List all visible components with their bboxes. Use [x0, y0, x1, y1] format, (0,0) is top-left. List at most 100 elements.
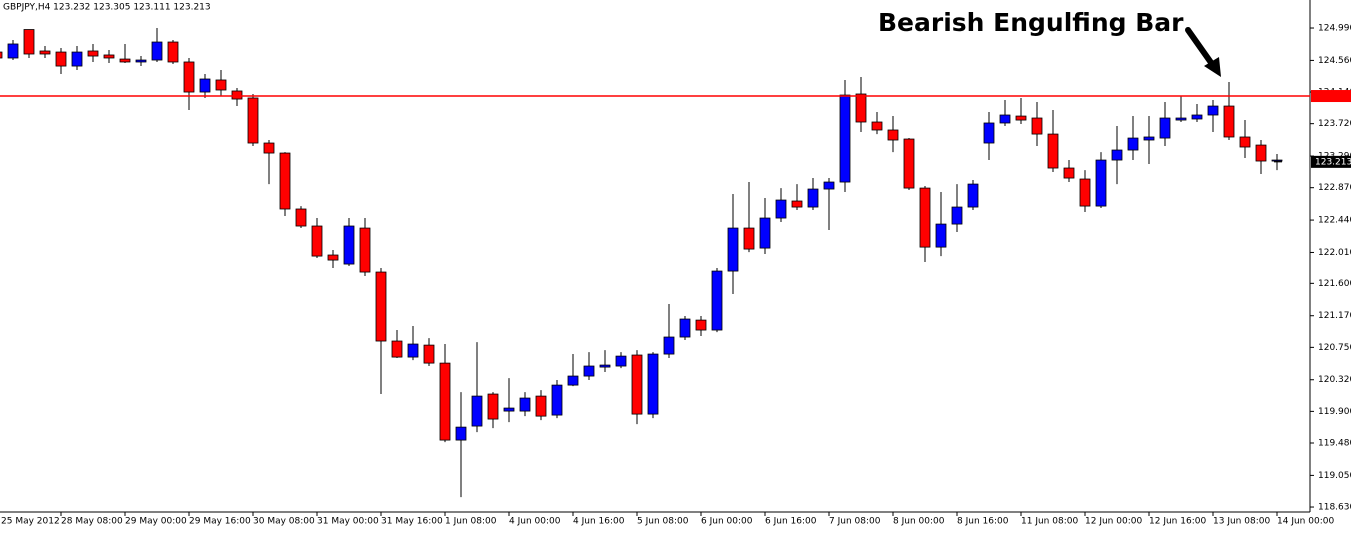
candle-body: [487, 393, 499, 420]
candle-body: [951, 206, 963, 225]
x-tick-label: 30 May 08:00: [253, 517, 315, 527]
candle-body: [263, 142, 275, 154]
candle-body: [551, 384, 563, 416]
x-tick-label: 12 Jun 00:00: [1085, 517, 1142, 527]
candle-body: [391, 340, 403, 358]
candle-body: [151, 41, 163, 61]
y-tick-label: 122.440: [1318, 216, 1351, 226]
candle-body: [199, 78, 211, 93]
y-tick-label: 119.480: [1318, 439, 1351, 449]
candle-body: [103, 54, 115, 59]
candle-body: [567, 375, 579, 386]
x-tick-label: 28 May 08:00: [61, 517, 123, 527]
x-tick-label: 31 May 00:00: [317, 517, 379, 527]
candle-body: [1111, 149, 1123, 161]
candle-body: [0, 51, 3, 59]
candle-body: [631, 354, 643, 415]
candle-body: [1255, 144, 1267, 162]
x-tick-label: 4 Jun 00:00: [509, 517, 561, 527]
annotation: Bearish Engulfing Bar: [878, 8, 1184, 37]
candle-body: [503, 407, 515, 412]
chart-title: GBPJPY,H4 123.232 123.305 123.111 123.21…: [3, 3, 211, 13]
candle-body: [1223, 105, 1235, 138]
x-tick-label: 29 May 00:00: [125, 517, 187, 527]
plot-area: [0, 28, 1283, 498]
candle-body: [519, 397, 531, 412]
candle-body: [935, 223, 947, 248]
candle-body: [1031, 117, 1043, 135]
candle-body: [1063, 167, 1075, 179]
candle-body: [839, 94, 851, 183]
candle-body: [775, 199, 787, 219]
candle-body: [1143, 136, 1155, 141]
y-tick-label: 122.870: [1318, 183, 1351, 193]
candle-body: [359, 227, 371, 273]
candle-body: [679, 318, 691, 338]
candle-body: [919, 187, 931, 248]
candle-body: [855, 93, 867, 123]
y-tick-label: 119.050: [1318, 471, 1351, 481]
candle-body: [327, 254, 339, 261]
candle-body: [1015, 115, 1027, 121]
candle-body: [791, 200, 803, 208]
candle-body: [455, 426, 467, 441]
y-tick-label: 118.630: [1318, 503, 1351, 513]
candle-body: [1159, 117, 1171, 139]
candle-body: [71, 51, 83, 67]
candle-body: [887, 129, 899, 141]
candle-body: [167, 41, 179, 63]
candle-body: [1207, 105, 1219, 116]
y-tick-label: 123.720: [1318, 119, 1351, 129]
x-tick-label: 12 Jun 16:00: [1149, 517, 1206, 527]
x-tick-label: 8 Jun 00:00: [893, 517, 945, 527]
candle-body: [231, 90, 243, 100]
candle-body: [1127, 137, 1139, 151]
candle-body: [119, 58, 131, 63]
hline-tag: [1311, 90, 1351, 103]
candle-body: [311, 225, 323, 257]
y-tick-label: 122.010: [1318, 248, 1351, 258]
candle-body: [871, 121, 883, 131]
x-tick-label: 13 Jun 08:00: [1213, 517, 1270, 527]
candle-body: [135, 59, 147, 63]
candle-body: [999, 114, 1011, 124]
last-price-tag: [1311, 155, 1351, 168]
candle-body: [967, 183, 979, 208]
last-price-label: 123.213: [1315, 157, 1351, 167]
y-tick-label: 120.750: [1318, 343, 1351, 353]
candle-body: [23, 29, 35, 55]
candle-body: [663, 336, 675, 355]
candle-body: [39, 50, 51, 55]
candle-body: [599, 364, 611, 368]
candle-body: [1079, 178, 1091, 207]
candle-body: [183, 61, 195, 93]
candle-body: [695, 319, 707, 331]
candle-body: [439, 362, 451, 441]
candle-body: [375, 271, 387, 342]
candle-body: [535, 395, 547, 417]
candle-body: [1271, 159, 1283, 162]
candle-body: [647, 353, 659, 415]
x-tick-label: 5 Jun 08:00: [637, 517, 689, 527]
x-tick-label: 6 Jun 00:00: [701, 517, 753, 527]
candle-body: [279, 152, 291, 210]
candle-body: [1175, 117, 1187, 121]
candle-body: [1191, 114, 1203, 120]
candle-body: [807, 188, 819, 208]
y-tick-label: 124.560: [1318, 56, 1351, 66]
candle-body: [55, 51, 67, 67]
candle-body: [711, 270, 723, 331]
y-tick-label: 124.990: [1318, 24, 1351, 34]
candle-body: [215, 79, 227, 91]
candle-body: [423, 344, 435, 364]
x-tick-label: 11 Jun 08:00: [1021, 517, 1078, 527]
x-tick-label: 7 Jun 08:00: [829, 517, 881, 527]
x-tick-label: 1 Jun 08:00: [445, 517, 497, 527]
candle-body: [407, 343, 419, 358]
candle-body: [247, 97, 259, 144]
x-tick-label: 6 Jun 16:00: [765, 517, 817, 527]
candle-body: [615, 355, 627, 367]
x-tick-label: 31 May 16:00: [381, 517, 443, 527]
candle-body: [1047, 133, 1059, 169]
